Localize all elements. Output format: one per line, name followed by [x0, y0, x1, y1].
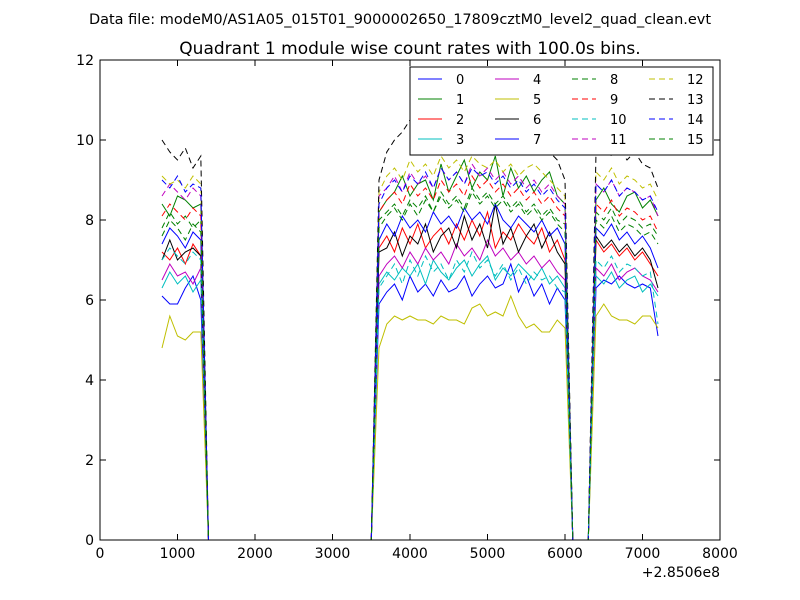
series-line-4 — [161, 238, 659, 540]
legend-label: 13 — [687, 93, 704, 108]
series-line-8 — [161, 186, 659, 540]
series-line-2 — [161, 210, 659, 540]
y-tick-label: 0 — [85, 533, 94, 549]
legend-label: 4 — [533, 73, 541, 88]
series-line-1 — [161, 155, 659, 540]
series-line-5 — [161, 294, 659, 540]
axis-ticks: 0 1000 2000 3000 4000 5000 6000 7000 80000246810… — [76, 53, 738, 562]
x-tick-label: 8000 — [702, 546, 738, 562]
legend-label: 1 — [456, 93, 464, 108]
legend-label: 9 — [610, 93, 618, 108]
legend-label: 11 — [610, 133, 627, 148]
x-offset-label: +2.8506e8 — [642, 565, 720, 581]
y-tick-label: 6 — [85, 293, 94, 309]
series-line-14 — [161, 166, 659, 540]
legend-label: 2 — [456, 113, 464, 128]
y-tick-label: 10 — [76, 133, 94, 149]
legend-label: 10 — [610, 113, 627, 128]
legend-label: 15 — [687, 133, 704, 148]
file-title: Data file: modeM0/AS1A05_015T01_90000026… — [89, 12, 711, 28]
x-tick-label: 0 — [96, 546, 105, 562]
series-line-6 — [161, 203, 659, 540]
x-tick-label: 5000 — [470, 546, 506, 562]
series-line-7 — [161, 202, 659, 540]
y-tick-label: 12 — [76, 53, 94, 69]
legend-label: 0 — [456, 73, 464, 88]
y-tick-label: 8 — [85, 213, 94, 229]
legend-label: 7 — [533, 133, 541, 148]
legend-label: 14 — [687, 113, 704, 128]
series-line-15 — [161, 190, 659, 540]
y-tick-label: 2 — [85, 453, 94, 469]
x-tick-label: 2000 — [237, 546, 273, 562]
series-line-10 — [161, 247, 659, 540]
legend-label: 3 — [456, 133, 464, 148]
x-tick-label: 1000 — [160, 546, 196, 562]
series-line-3 — [161, 255, 659, 540]
chart-title: Quadrant 1 module wise count rates with … — [179, 39, 640, 59]
legend-box — [409, 66, 714, 156]
legend-label: 12 — [687, 73, 704, 88]
x-tick-label: 3000 — [315, 546, 351, 562]
legend-label: 5 — [533, 93, 541, 108]
legend-label: 6 — [533, 113, 541, 128]
legend-label: 8 — [610, 73, 618, 88]
x-tick-label: 7000 — [625, 546, 661, 562]
x-tick-label: 6000 — [547, 546, 583, 562]
y-tick-label: 4 — [85, 373, 94, 389]
x-tick-label: 4000 — [392, 546, 428, 562]
